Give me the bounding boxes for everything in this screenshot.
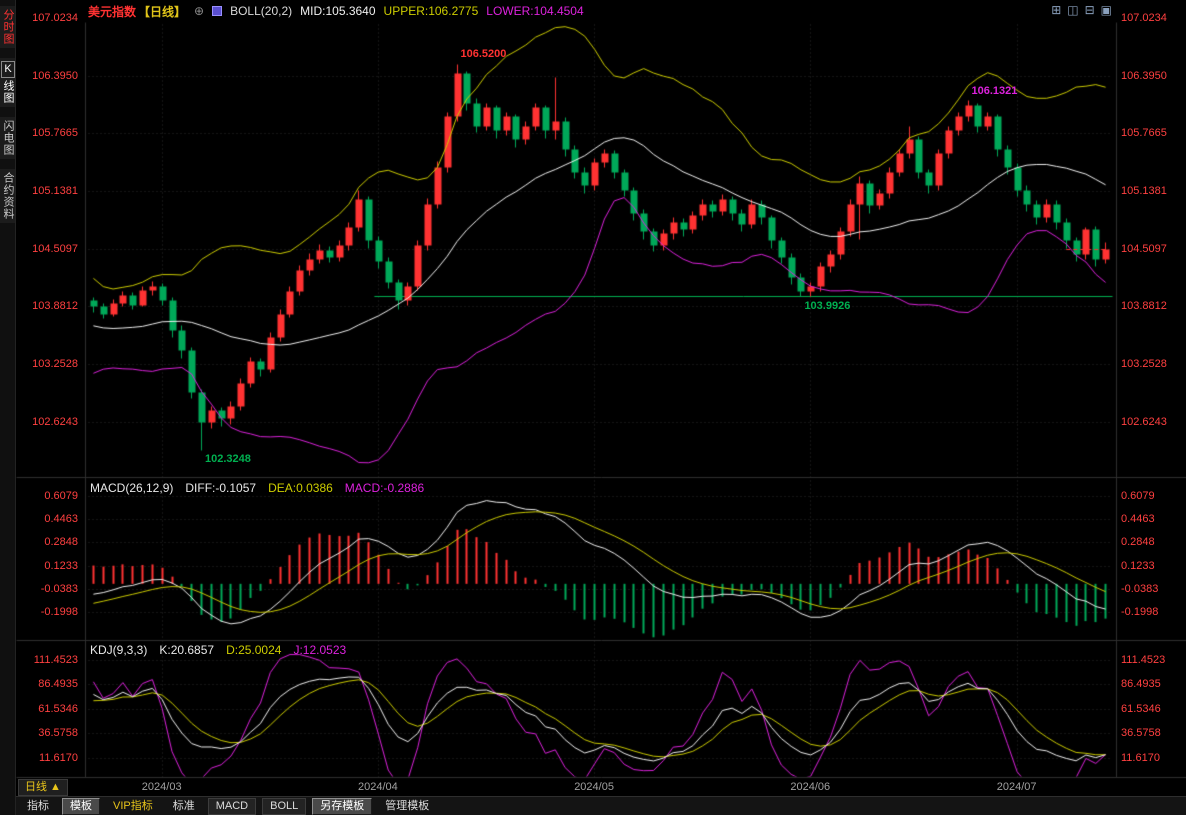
layout-grid-icon[interactable]: ⊞	[1051, 3, 1062, 17]
tab-standard[interactable]: 标准	[172, 799, 195, 812]
tab-macd[interactable]: MACD	[207, 797, 257, 815]
bottom-toolbar: 指标 模板 VIP指标 标准 MACD BOLL 另存模板 管理模板	[16, 796, 1186, 815]
window-layout-icons: ⊞ ◫ ⊟ ▣	[1051, 4, 1112, 17]
macd-panel-title: MACD(26,12,9) DIFF:-0.1057 DEA:0.0386 MA…	[90, 481, 424, 495]
sidebar-item-time-chart[interactable]: 分时图	[0, 6, 15, 48]
kline-label-rest: 线图	[2, 80, 14, 104]
layout-maximize-icon[interactable]: ▣	[1100, 3, 1112, 17]
kdj-k-value: K:20.6857	[159, 643, 215, 657]
period-tag: 【日线】	[138, 4, 187, 19]
layout-split-icon[interactable]: ◫	[1067, 3, 1079, 17]
kdj-j-value: J:12.0523	[293, 643, 347, 657]
boll-indicator-name[interactable]: BOLL(20,2)	[230, 4, 293, 18]
sidebar-item-flash-chart[interactable]: 闪电图	[0, 117, 15, 159]
boll-lower-value: LOWER:104.4504	[486, 4, 584, 18]
tab-template[interactable]: 模板	[62, 797, 100, 815]
sidebar-item-contract-info[interactable]: 合约资料	[0, 169, 15, 223]
kline-k-badge: K	[1, 61, 15, 78]
period-selector[interactable]: 日线 ▲	[18, 779, 68, 796]
indicator-legend-icon	[212, 6, 223, 16]
tab-save-template[interactable]: 另存模板	[312, 797, 373, 815]
macd-diff-value: DIFF:-0.1057	[185, 481, 257, 495]
layout-minimize-icon[interactable]: ⊟	[1084, 3, 1095, 17]
tab-indicator[interactable]: 指标	[27, 799, 49, 812]
kdj-d-value: D:25.0024	[226, 643, 282, 657]
macd-dea-value: DEA:0.0386	[268, 481, 333, 495]
left-sidebar: 分时图 K 线图 闪电图 合约资料	[0, 0, 16, 815]
header-bar: 美元指数 【日线】 ⊕ BOLL(20,2) MID:105.3640 UPPE…	[16, 0, 1186, 22]
add-indicator-icon[interactable]: ⊕	[194, 4, 205, 18]
macd-indicator-name[interactable]: MACD(26,12,9)	[90, 481, 174, 495]
boll-mid-value: MID:105.3640	[300, 4, 376, 18]
tab-boll[interactable]: BOLL	[262, 797, 307, 815]
sidebar-item-kline-chart[interactable]: K 线图	[0, 58, 15, 107]
symbol-name: 美元指数	[88, 4, 137, 19]
tab-vip-indicator[interactable]: VIP指标	[113, 799, 153, 812]
kdj-panel-title: KDJ(9,3,3) K:20.6857 D:25.0024 J:12.0523	[90, 643, 346, 657]
boll-upper-value: UPPER:106.2775	[383, 4, 479, 18]
macd-bar-value: MACD:-0.2886	[344, 481, 425, 495]
kdj-indicator-name[interactable]: KDJ(9,3,3)	[90, 643, 148, 657]
tab-manage-template[interactable]: 管理模板	[385, 799, 430, 812]
